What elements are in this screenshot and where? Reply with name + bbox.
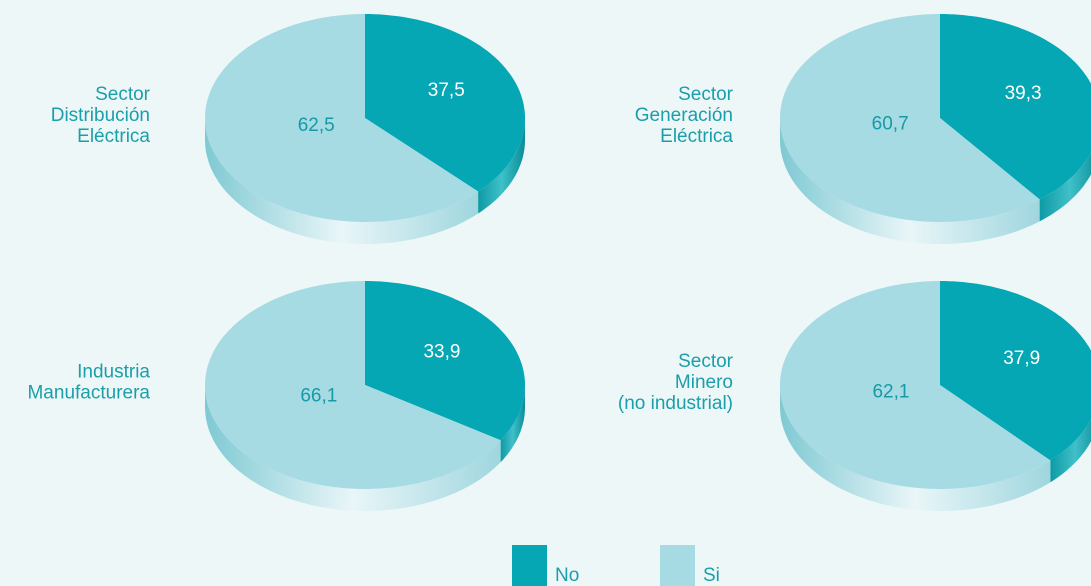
- legend-label: No: [555, 565, 579, 586]
- pie-slice: [205, 14, 479, 222]
- pie-side: [1039, 152, 1091, 222]
- pie-side: [780, 118, 1040, 244]
- pie-side: [478, 118, 525, 214]
- slice-label: 62,1: [872, 382, 909, 403]
- pie-title: Sector: [95, 84, 151, 105]
- pie-slice: [365, 14, 525, 192]
- pie-side: [1050, 419, 1091, 483]
- slice-label: 37,9: [1003, 348, 1040, 369]
- legend-label: Si: [703, 565, 720, 586]
- pie-title: Sector: [678, 351, 734, 372]
- pie-side: [780, 385, 1051, 511]
- legend-swatch: [512, 545, 547, 586]
- pie-side: [205, 118, 479, 244]
- pie-title: (no industrial): [618, 393, 733, 414]
- legend-swatch: [660, 545, 695, 586]
- pie-title: Distribución: [51, 105, 150, 126]
- pie-slice: [940, 14, 1091, 200]
- pie-title: Sector: [678, 84, 734, 105]
- slice-label: 62,5: [298, 115, 335, 136]
- pie-title: Industria: [77, 362, 150, 383]
- pie-title: Generación: [635, 105, 733, 126]
- pie-title: Eléctrica: [660, 126, 733, 147]
- pie-title: Eléctrica: [77, 126, 150, 147]
- pie-side: [205, 385, 501, 511]
- pie-slice: [205, 281, 501, 489]
- pie-slice: [780, 281, 1051, 489]
- slice-label: 33,9: [423, 341, 460, 362]
- pie-slice: [780, 14, 1040, 222]
- pie-slice: [365, 281, 525, 441]
- slice-label: 66,1: [300, 386, 337, 407]
- pie-side: [500, 385, 525, 463]
- slice-label: 37,5: [428, 80, 465, 101]
- pie-title: Minero: [675, 372, 733, 393]
- pie-slice: [940, 281, 1091, 461]
- slice-label: 39,3: [1005, 83, 1042, 104]
- pie-title: Manufacturera: [27, 383, 150, 404]
- slice-label: 60,7: [872, 113, 909, 134]
